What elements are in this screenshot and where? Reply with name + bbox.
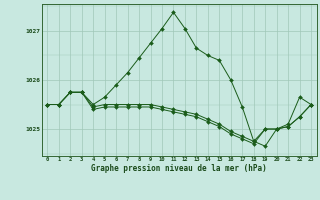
X-axis label: Graphe pression niveau de la mer (hPa): Graphe pression niveau de la mer (hPa) [91,164,267,173]
